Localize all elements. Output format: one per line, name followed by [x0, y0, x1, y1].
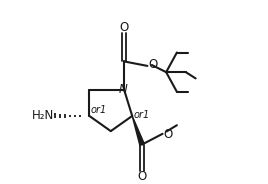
Text: H₂N: H₂N: [32, 109, 54, 122]
Text: O: O: [163, 128, 172, 141]
Text: N: N: [119, 83, 128, 96]
Text: O: O: [148, 58, 157, 71]
Polygon shape: [132, 116, 144, 145]
Text: or1: or1: [134, 110, 150, 120]
Text: O: O: [137, 170, 147, 183]
Text: O: O: [120, 21, 129, 34]
Text: or1: or1: [90, 105, 106, 115]
